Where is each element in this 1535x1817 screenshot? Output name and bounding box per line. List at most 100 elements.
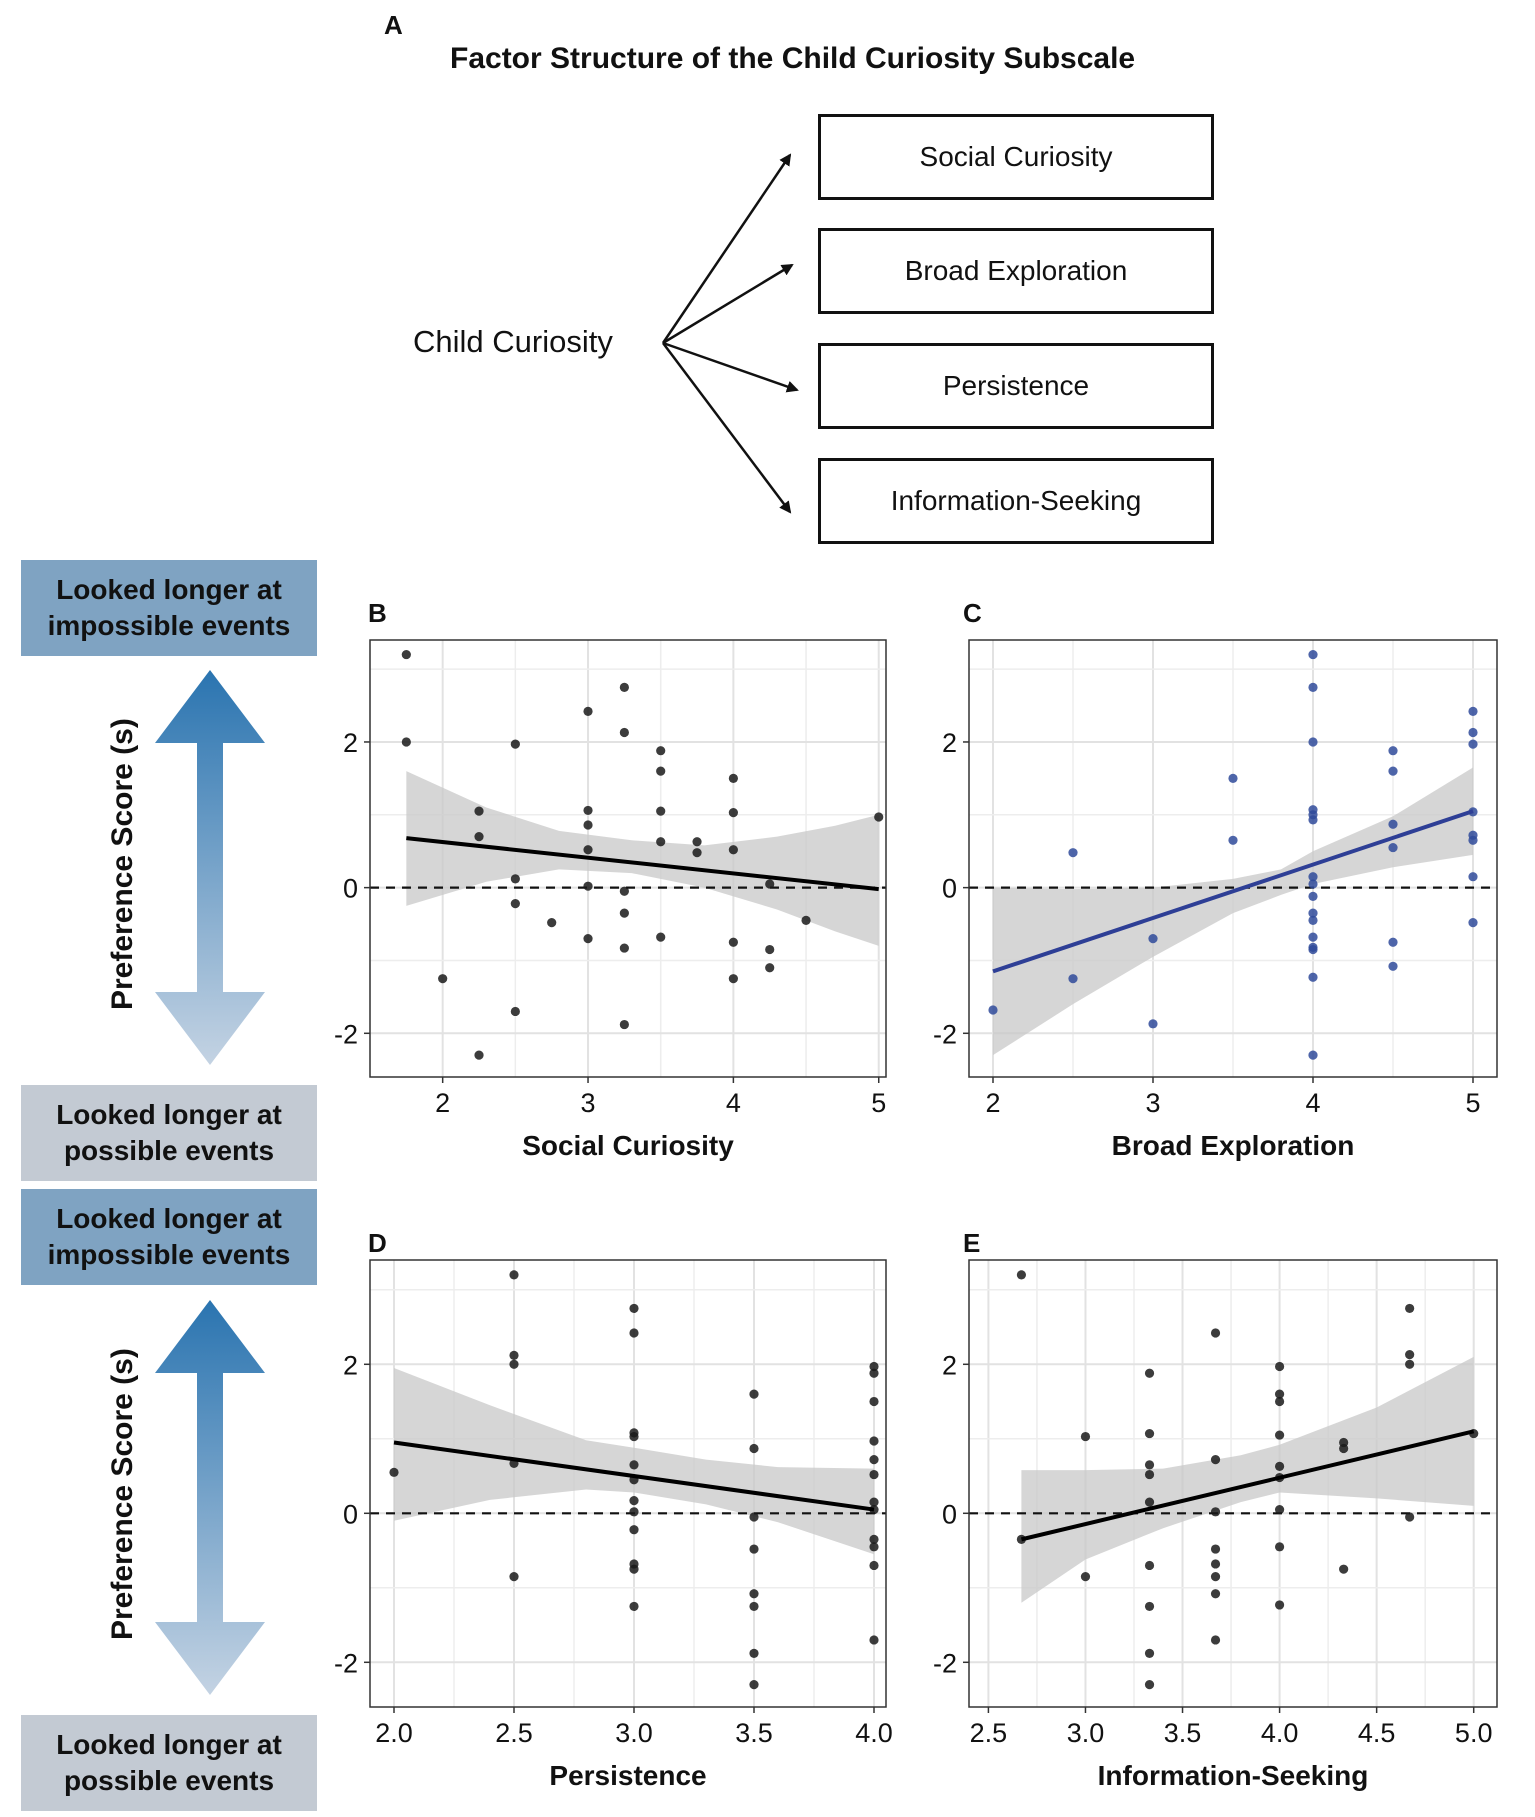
- data-point: [692, 848, 702, 858]
- factor-label-information: Information-Seeking: [890, 485, 1142, 516]
- y-axis-label-bottom: Preference Score (s): [106, 1348, 139, 1640]
- data-point: [401, 649, 411, 660]
- data-point: [1274, 1461, 1285, 1471]
- data-point: [1308, 879, 1318, 889]
- x-tick-label: 2: [435, 1088, 450, 1118]
- data-point: [1068, 974, 1078, 984]
- data-point: [1468, 835, 1478, 845]
- arrow-social: [661, 153, 792, 344]
- data-point: [1228, 835, 1238, 845]
- data-point: [869, 1542, 879, 1552]
- y-tick-label: -2: [933, 1648, 957, 1678]
- data-point: [583, 805, 593, 816]
- x-tick-label: 3: [581, 1088, 596, 1118]
- data-point: [656, 806, 666, 816]
- data-point: [1210, 1455, 1221, 1465]
- data-point: [619, 727, 629, 738]
- x-tick-label: 3.5: [1164, 1718, 1202, 1748]
- data-point: [1274, 1600, 1285, 1610]
- x-tick-label: 4.0: [1261, 1718, 1299, 1748]
- data-point: [1388, 842, 1398, 853]
- data-point: [509, 1572, 519, 1582]
- data-point: [1148, 1019, 1158, 1029]
- data-point: [438, 974, 448, 984]
- data-point: [583, 845, 593, 855]
- side-label-impossible-bottom: Looked longer at impossible events: [47, 1203, 291, 1270]
- arrow-information: [662, 342, 792, 514]
- data-point: [656, 837, 666, 847]
- figure-title: Factor Structure of the Child Curiosity …: [450, 42, 1136, 75]
- data-point: [583, 706, 593, 716]
- data-point: [619, 1019, 629, 1030]
- data-point: [728, 808, 738, 818]
- data-point: [474, 806, 484, 816]
- x-tick-label: 4: [1305, 1088, 1320, 1118]
- panel-c-letter: C: [963, 598, 982, 628]
- data-point: [1144, 1428, 1155, 1439]
- arrow-persistence: [662, 341, 799, 393]
- scatter-plot-e: 2.5 3.0 3.5 4.0 4.5 5.0 -2 0 2 Information-Seekin…: [933, 1259, 1498, 1791]
- y-tick-label: 0: [343, 874, 358, 904]
- x-tick-label: 3.5: [735, 1718, 773, 1748]
- trend-line: [1020, 1429, 1475, 1542]
- data-point: [629, 1431, 639, 1442]
- data-point: [619, 682, 629, 692]
- y-tick-label: 0: [343, 1499, 358, 1529]
- data-point: [1308, 908, 1318, 918]
- double-arrow-bottom: [155, 1300, 265, 1695]
- data-point: [1388, 937, 1398, 947]
- data-point: [1388, 766, 1398, 776]
- data-point: [1308, 972, 1318, 982]
- data-point: [629, 1328, 639, 1338]
- x-tick-label: 4: [726, 1088, 741, 1118]
- confidence-ribbon: [1021, 1356, 1474, 1603]
- root-label-child-curiosity: Child Curiosity: [413, 324, 613, 359]
- data-point: [1308, 872, 1318, 882]
- data-point: [749, 1589, 759, 1599]
- panel-b-letter: B: [368, 598, 387, 628]
- data-point: [629, 1601, 639, 1612]
- factor-label-broad: Broad Exploration: [904, 255, 1128, 286]
- data-point: [629, 1496, 639, 1506]
- data-point: [619, 908, 629, 918]
- data-point: [749, 1512, 759, 1522]
- scatter-plot-c: 2 3 4 5 -2 0 2 Broad Exploration: [933, 639, 1498, 1161]
- data-point: [1339, 1564, 1349, 1574]
- x-tick-label: 2.5: [495, 1718, 533, 1748]
- factor-box-broad: Broad Exploration: [818, 228, 1214, 314]
- data-point: [1468, 727, 1478, 738]
- y-tick-label: 0: [942, 874, 957, 904]
- data-point: [1144, 1648, 1155, 1658]
- data-point: [1210, 1559, 1221, 1569]
- data-point: [1274, 1504, 1285, 1515]
- data-point: [1210, 1589, 1221, 1599]
- data-point: [749, 1389, 759, 1399]
- data-point: [1308, 815, 1318, 825]
- data-point: [874, 812, 884, 822]
- plot-frame: [968, 639, 1498, 1078]
- double-arrow-top: [155, 670, 265, 1065]
- x-tick-label: 2.0: [375, 1718, 413, 1748]
- data-point: [1405, 1512, 1415, 1522]
- data-point: [656, 932, 666, 942]
- side-label-possible-top: Looked longer at possible events: [56, 1099, 282, 1166]
- data-point: [1468, 917, 1478, 928]
- data-point: [728, 773, 738, 783]
- data-point: [765, 963, 775, 973]
- y-tick-label: 0: [942, 1499, 957, 1529]
- data-point: [1210, 1635, 1221, 1645]
- panel-a-letter: A: [384, 10, 403, 40]
- data-point: [510, 899, 520, 909]
- data-point: [583, 820, 593, 830]
- data-point: [1308, 737, 1318, 747]
- y-tick-label: 2: [942, 1350, 957, 1380]
- data-point: [1405, 1359, 1415, 1369]
- x-axis-title-c: Broad Exploration: [1112, 1130, 1355, 1161]
- data-point: [1148, 934, 1158, 944]
- x-tick-label: 4.5: [1358, 1718, 1396, 1748]
- x-tick-label: 3: [1145, 1088, 1160, 1118]
- factor-box-social: Social Curiosity: [818, 114, 1214, 200]
- side-label-possible-bottom: Looked longer at possible events: [56, 1729, 282, 1796]
- data-point: [629, 1507, 639, 1517]
- data-point: [509, 1359, 519, 1369]
